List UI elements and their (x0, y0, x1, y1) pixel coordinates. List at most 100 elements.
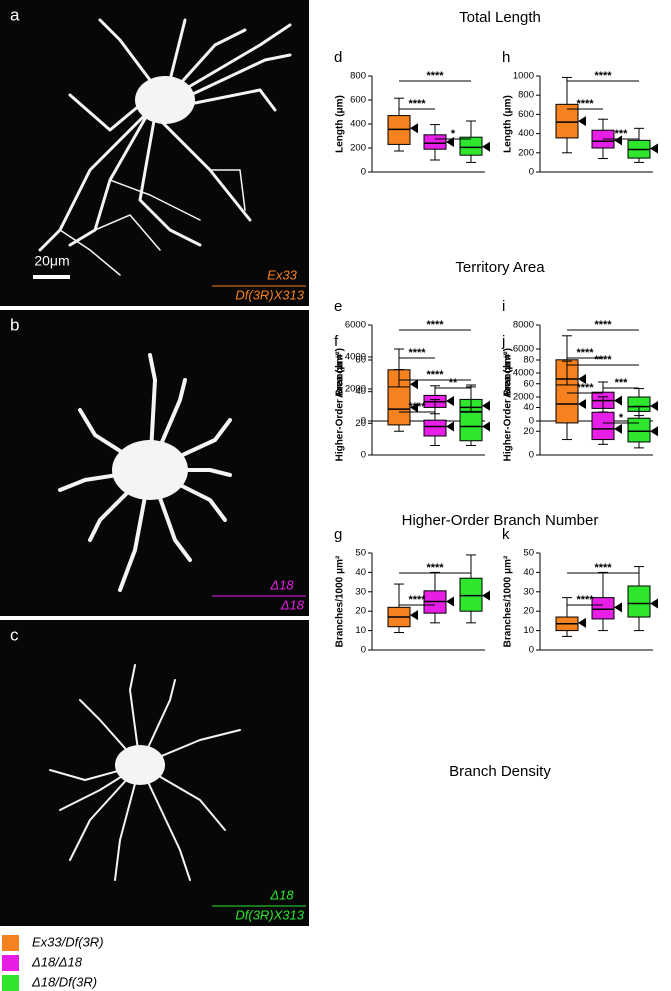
y-tick-label: 200 (518, 147, 534, 158)
mean-marker (614, 602, 622, 613)
y-tick-label: 30 (523, 586, 534, 597)
y-tick-label: 0 (361, 450, 366, 461)
y-tick-label: 20 (523, 426, 534, 437)
significance-label: **** (594, 70, 612, 82)
mean-marker (482, 590, 490, 601)
mean-marker (614, 423, 622, 434)
significance-label: **** (408, 594, 426, 606)
significance-label: *** (615, 377, 629, 389)
y-tick-label: 40 (523, 567, 534, 578)
y-axis-label: Area (μm²) (335, 348, 346, 398)
box (627, 417, 651, 443)
legend-swatch (2, 955, 19, 971)
y-tick-label: 6000 (513, 344, 534, 355)
y-tick-label: 20 (523, 606, 534, 617)
mean-marker (446, 596, 454, 607)
y-tick-label: 0 (529, 450, 534, 461)
y-tick-label: 10 (523, 625, 534, 636)
box (459, 136, 483, 156)
y-tick-label: 200 (350, 143, 366, 154)
mean-marker (482, 421, 490, 432)
mean-marker (410, 123, 418, 134)
significance-label: **** (426, 319, 444, 331)
cell-image (58, 353, 232, 592)
y-tick-label: 2000 (345, 384, 366, 395)
mean-marker (446, 421, 454, 432)
significance-label: **** (576, 347, 594, 359)
y-axis-label: Higher-Order Branch # (503, 353, 514, 461)
panel-label: i (502, 298, 505, 315)
mean-marker (410, 402, 418, 413)
panel-label: b (10, 315, 19, 334)
mean-marker (410, 379, 418, 390)
y-tick-label: 0 (529, 645, 534, 656)
box (459, 577, 483, 612)
y-tick-label: 800 (518, 90, 534, 101)
significance-label: **** (408, 98, 426, 110)
mean-marker (650, 426, 658, 437)
y-tick-label: 20 (355, 606, 366, 617)
box (627, 585, 651, 618)
mean-marker (578, 617, 586, 628)
y-axis-label: Higher-Order Branch # (335, 353, 346, 461)
box (423, 419, 447, 437)
significance-label: * (619, 412, 624, 424)
significance-label: **** (594, 319, 612, 331)
y-tick-label: 600 (518, 109, 534, 120)
box (555, 103, 579, 139)
y-tick-label: 20 (355, 418, 366, 429)
significance-label: **** (426, 70, 444, 82)
y-tick-label: 800 (350, 71, 366, 82)
section-title: Total Length (459, 9, 541, 26)
legend-label: Δ18/Δ18 (31, 954, 83, 969)
mean-marker (578, 398, 586, 409)
y-tick-label: 40 (355, 386, 366, 397)
significance-label: **** (576, 98, 594, 110)
y-tick-label: 10 (355, 625, 366, 636)
genotype-top: Ex33 (267, 267, 297, 282)
y-tick-label: 4000 (345, 352, 366, 363)
mean-marker (650, 401, 658, 411)
box (591, 597, 615, 620)
panel-label: k (502, 526, 510, 543)
mean-marker (614, 395, 622, 406)
mean-marker (410, 610, 418, 621)
y-axis-label: Branches/1000 μm² (335, 555, 346, 647)
panel-label: e (334, 298, 342, 315)
y-tick-label: 60 (523, 378, 534, 389)
y-tick-label: 0 (361, 167, 366, 178)
mean-marker (578, 374, 586, 384)
significance-label: **** (408, 347, 426, 359)
legend-label: Δ18/Df(3R) (31, 974, 97, 989)
mean-marker (482, 141, 490, 152)
section-title: Branch Density (449, 763, 551, 780)
mean-marker (482, 400, 490, 411)
y-tick-label: 60 (355, 355, 366, 366)
section-title: Higher-Order Branch Number (402, 512, 599, 529)
y-tick-label: 400 (518, 128, 534, 139)
y-tick-label: 600 (350, 95, 366, 106)
box (591, 411, 615, 441)
y-axis-label: Length (μm) (335, 95, 346, 153)
y-tick-label: 4000 (513, 368, 534, 379)
y-tick-label: 80 (523, 355, 534, 366)
y-tick-label: 2000 (513, 392, 534, 403)
genotype-top: Δ18 (269, 577, 294, 592)
significance-label: *** (615, 128, 629, 140)
y-tick-label: 0 (529, 416, 534, 427)
section-title: Territory Area (455, 259, 545, 276)
panel-label: g (334, 526, 342, 543)
y-tick-label: 6000 (345, 320, 366, 331)
scale-bar-label: 20μm (34, 253, 69, 269)
significance-label: **** (594, 562, 612, 574)
genotype-top: Δ18 (269, 887, 294, 902)
panel-label: h (502, 49, 510, 66)
mean-marker (446, 396, 454, 406)
image-panel (0, 0, 309, 306)
cell-image (49, 664, 241, 881)
y-tick-label: 1000 (513, 71, 534, 82)
y-tick-label: 40 (355, 567, 366, 578)
legend-swatch (2, 975, 19, 991)
significance-label: **** (408, 401, 426, 413)
panel-label: f (334, 333, 339, 350)
